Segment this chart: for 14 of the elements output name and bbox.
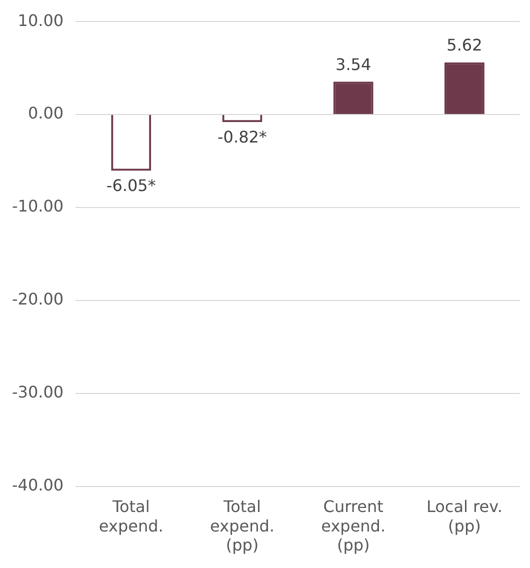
data-label: 5.62 (446, 35, 482, 54)
x-tick-label: Total expend. (98, 497, 164, 536)
y-tick-label: 0.00 (28, 104, 64, 123)
data-label: -0.82* (218, 127, 267, 146)
y-tick-label: -10.00 (12, 196, 64, 216)
y-tick-label: -30.00 (12, 382, 64, 402)
y-tick-label: -40.00 (12, 476, 64, 495)
x-tick-label: Total expend. (pp) (210, 497, 274, 555)
x-tick-label: Local rev. (pp) (426, 497, 502, 536)
y-tick-label: -20.00 (12, 290, 64, 309)
x-tick-label: Current expend. (pp) (321, 497, 386, 555)
data-label: -6.05* (106, 176, 156, 195)
data-label: 3.54 (336, 54, 372, 74)
y-tick-label: 10.00 (18, 10, 64, 30)
